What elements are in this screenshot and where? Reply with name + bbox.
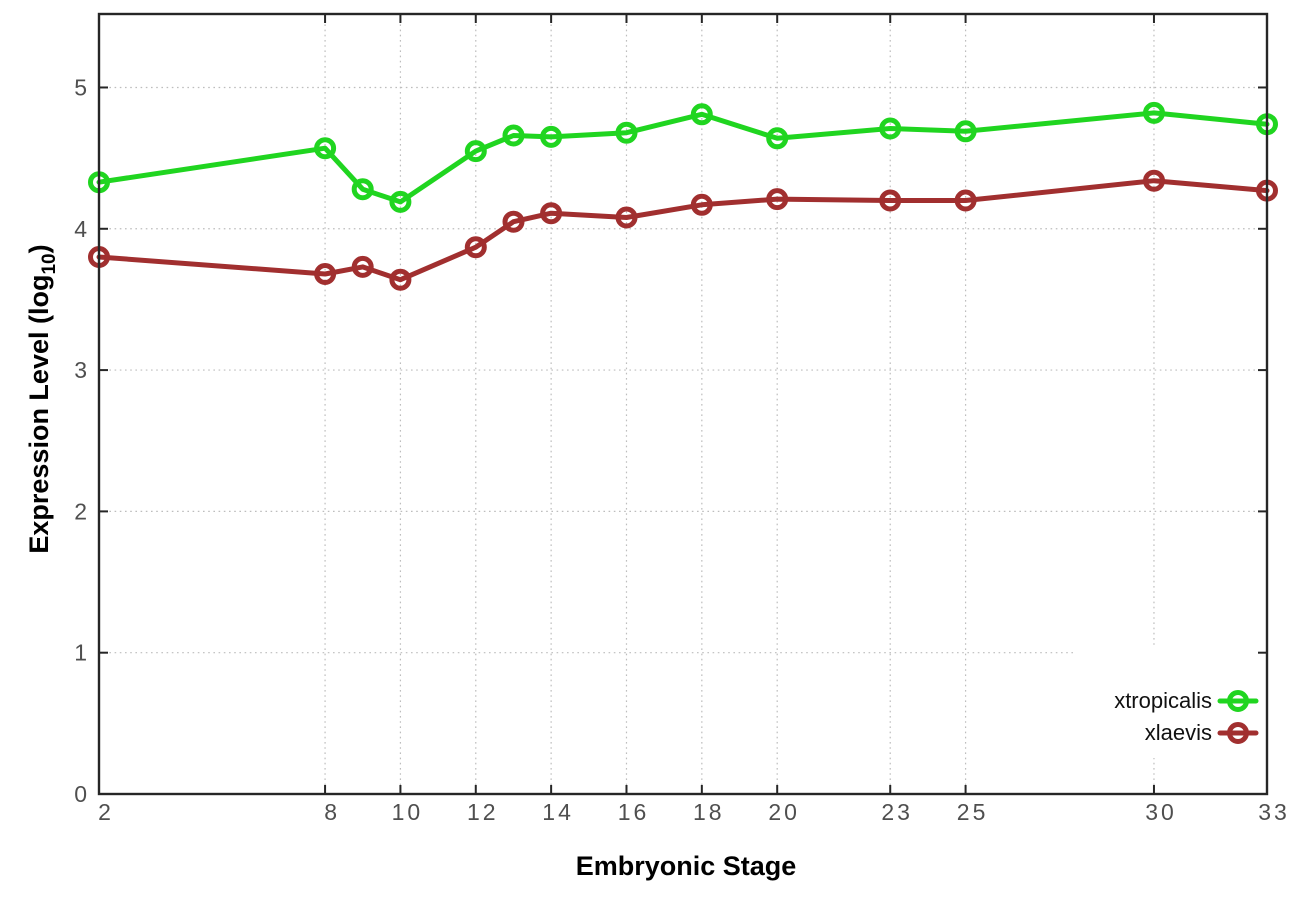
y-tick-label: 2 <box>74 498 90 524</box>
data-point-xlaevis <box>615 206 638 229</box>
x-tick-label: 10 <box>392 799 424 825</box>
y-tick-label: 1 <box>74 640 90 666</box>
x-tick-label: 33 <box>1258 799 1290 825</box>
data-point-xtropicalis <box>314 137 337 160</box>
data-point-xlaevis <box>389 268 412 291</box>
legend-label-xtropicalis: xtropicalis <box>1114 688 1212 713</box>
data-point-xtropicalis <box>351 178 374 201</box>
data-point-xtropicalis <box>690 103 713 126</box>
legend-marker-xlaevis <box>1227 722 1249 744</box>
data-point-xlaevis <box>502 210 525 233</box>
y-tick-label: 4 <box>74 216 90 242</box>
x-tick-label: 23 <box>881 799 913 825</box>
data-point-xtropicalis <box>502 124 525 147</box>
data-point-xtropicalis <box>389 190 412 213</box>
legend-marker-xtropicalis <box>1227 690 1249 712</box>
plot-border <box>97 12 1269 796</box>
x-tick-label: 25 <box>957 799 989 825</box>
data-point-xtropicalis <box>766 127 789 150</box>
x-tick-label: 30 <box>1145 799 1177 825</box>
data-point-xtropicalis <box>464 140 487 163</box>
data-point-xtropicalis <box>540 125 563 148</box>
data-point-xlaevis <box>464 236 487 259</box>
x-tick-label: 14 <box>542 799 574 825</box>
data-point-xtropicalis <box>879 117 902 140</box>
data-point-xlaevis <box>314 263 337 285</box>
x-tick-label: 16 <box>618 799 650 825</box>
data-point-xtropicalis <box>615 121 638 144</box>
x-tick-label: 18 <box>693 799 725 825</box>
data-point-xlaevis <box>954 189 977 212</box>
x-tick-label: 20 <box>768 799 800 825</box>
data-point-xlaevis <box>879 189 902 212</box>
data-point-xtropicalis <box>954 120 977 143</box>
y-tick-label: 0 <box>74 781 90 807</box>
data-point-xlaevis <box>351 255 374 278</box>
data-point-xlaevis <box>690 193 713 216</box>
y-axis-title-subscript: 10 <box>39 253 60 275</box>
x-axis-title: Embryonic Stage <box>575 851 797 881</box>
y-tick-label: 3 <box>74 357 90 383</box>
data-point-xlaevis <box>540 202 563 225</box>
x-tick-label: 8 <box>324 799 340 825</box>
y-axis-title-main: Expression Level (log <box>24 274 54 554</box>
y-axis-title: Expression Level (log10) <box>24 155 60 643</box>
x-tick-label: 12 <box>467 799 499 825</box>
y-tick-label: 5 <box>74 75 90 101</box>
series-line-xlaevis <box>96 178 1270 283</box>
data-point-xtropicalis <box>1143 101 1165 124</box>
data-point-xlaevis <box>1143 169 1165 192</box>
legend-label-xlaevis: xlaevis <box>1145 720 1212 745</box>
x-tick-label: 2 <box>98 799 114 825</box>
data-point-xlaevis <box>766 188 789 211</box>
